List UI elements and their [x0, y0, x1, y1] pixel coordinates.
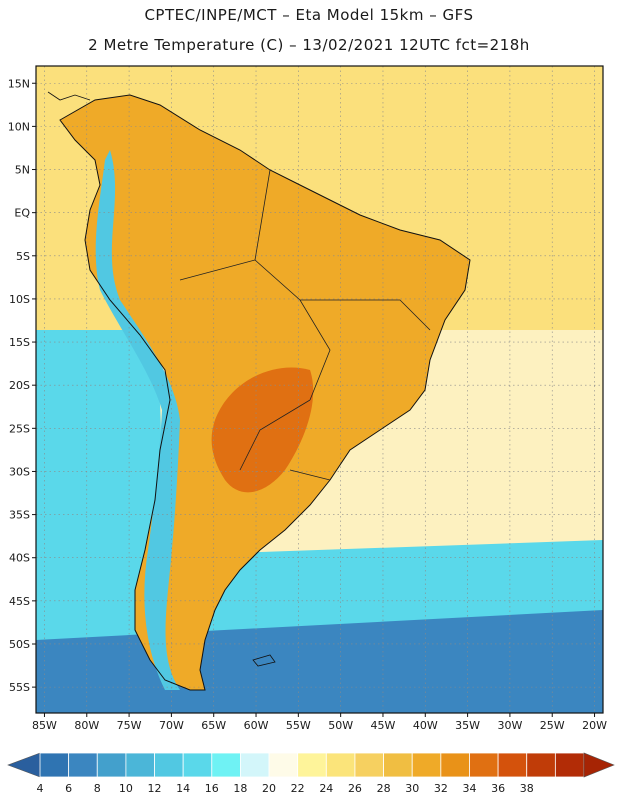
lat-label: 10S — [9, 293, 30, 306]
latitude-labels: 15N 10N 5N EQ 5S 10S 15S 20S 25S 30S 35S 40S 45S 50S 5… — [8, 77, 36, 694]
lon-label: 30W — [497, 719, 522, 732]
colorbar-swatch — [154, 752, 184, 778]
colorbar-swatch — [469, 752, 499, 778]
map-subtitle: 2 Metre Temperature (C) – 13/02/2021 12U… — [88, 36, 530, 54]
lat-label: 10N — [8, 120, 30, 133]
lon-label: 35W — [455, 719, 480, 732]
lat-label: 15N — [8, 77, 30, 90]
colorbar-label: 34 — [462, 782, 476, 795]
lon-label: 40W — [413, 719, 438, 732]
lat-label: 40S — [9, 552, 30, 565]
colorbar-label: 26 — [348, 782, 362, 795]
colorbar-label: 20 — [262, 782, 276, 795]
colorbar-swatch — [211, 752, 241, 778]
colorbar-swatch — [497, 752, 528, 778]
colorbar-swatch — [96, 752, 127, 778]
lon-label: 50W — [328, 719, 353, 732]
colorbar-swatch — [39, 752, 70, 778]
lat-label: 20S — [9, 379, 30, 392]
colorbar-label: 30 — [405, 782, 419, 795]
country-borders — [179, 169, 431, 481]
colorbar-swatch — [268, 752, 299, 778]
colorbar-label: 24 — [319, 782, 333, 795]
lat-label: 15S — [9, 336, 30, 349]
lon-label: 65W — [201, 719, 226, 732]
colorbar-swatch — [182, 752, 213, 778]
lat-label: 35S — [9, 509, 30, 522]
colorbar-swatch — [240, 752, 270, 778]
longitude-labels: 85W 80W 75W 70W 65W 60W 55W 50W 45W 40W 35W 30W 25W 2… — [32, 713, 607, 732]
lat-label: 50S — [9, 638, 30, 651]
colorbar-label: 4 — [37, 782, 44, 795]
colorbar-swatch — [325, 752, 356, 778]
lat-label: 5N — [15, 164, 30, 177]
colorbar-swatch — [354, 752, 384, 778]
lon-label: 25W — [540, 719, 565, 732]
lat-label: 45S — [9, 595, 30, 608]
colorbar-label: 22 — [291, 782, 305, 795]
map-title: CPTEC/INPE/MCT – Eta Model 15km – GFS — [144, 6, 474, 24]
lon-label: 75W — [117, 719, 142, 732]
lat-label: 25S — [9, 422, 30, 435]
falkland-islands — [252, 654, 276, 667]
andes-cold-strip — [95, 150, 180, 690]
lat-label: 5S — [16, 250, 30, 263]
colorbar-label: 12 — [148, 782, 162, 795]
colorbar-label: 28 — [377, 782, 391, 795]
colorbar-swatch — [125, 752, 155, 778]
colorbar-high-arrow — [583, 752, 615, 778]
colorbar-label: 32 — [434, 782, 448, 795]
plot-frame — [35, 65, 604, 714]
colorbar-label: 38 — [520, 782, 534, 795]
colorbar-swatch — [68, 752, 98, 778]
colorbar-label: 16 — [205, 782, 219, 795]
colorbar-label: 10 — [119, 782, 133, 795]
lon-label: 45W — [371, 719, 396, 732]
colorbar-label: 14 — [176, 782, 190, 795]
lon-label: 55W — [286, 719, 311, 732]
lat-label: 55S — [9, 681, 30, 694]
lat-label: 30S — [9, 465, 30, 478]
colorbar-label: 36 — [491, 782, 505, 795]
colorbar-low-arrow — [7, 752, 41, 778]
colorbar-swatch — [526, 752, 556, 778]
lon-label: 85W — [32, 719, 57, 732]
colorbar-swatch — [411, 752, 442, 778]
colorbar-swatch — [440, 752, 470, 778]
colorbar-label: 18 — [233, 782, 247, 795]
central-america-outline — [47, 91, 91, 101]
lon-label: 80W — [74, 719, 99, 732]
colorbar-swatch — [383, 752, 413, 778]
lon-label: 20W — [582, 719, 607, 732]
hot-core-region — [211, 367, 314, 493]
colorbar-swatch — [554, 752, 585, 778]
colorbar: 4 6 8 10 12 14 16 18 20 22 24 26 28 30 32 34 36 38 — [7, 752, 615, 795]
colorbar-label: 8 — [94, 782, 101, 795]
lon-label: 70W — [159, 719, 184, 732]
lat-label: EQ — [14, 207, 30, 220]
temperature-field — [36, 66, 603, 713]
colorbar-label: 6 — [65, 782, 72, 795]
pacific-cool-water — [36, 330, 161, 600]
lon-label: 60W — [244, 719, 269, 732]
graticule — [36, 66, 603, 713]
coastline — [59, 94, 471, 691]
colorbar-swatch — [297, 752, 327, 778]
